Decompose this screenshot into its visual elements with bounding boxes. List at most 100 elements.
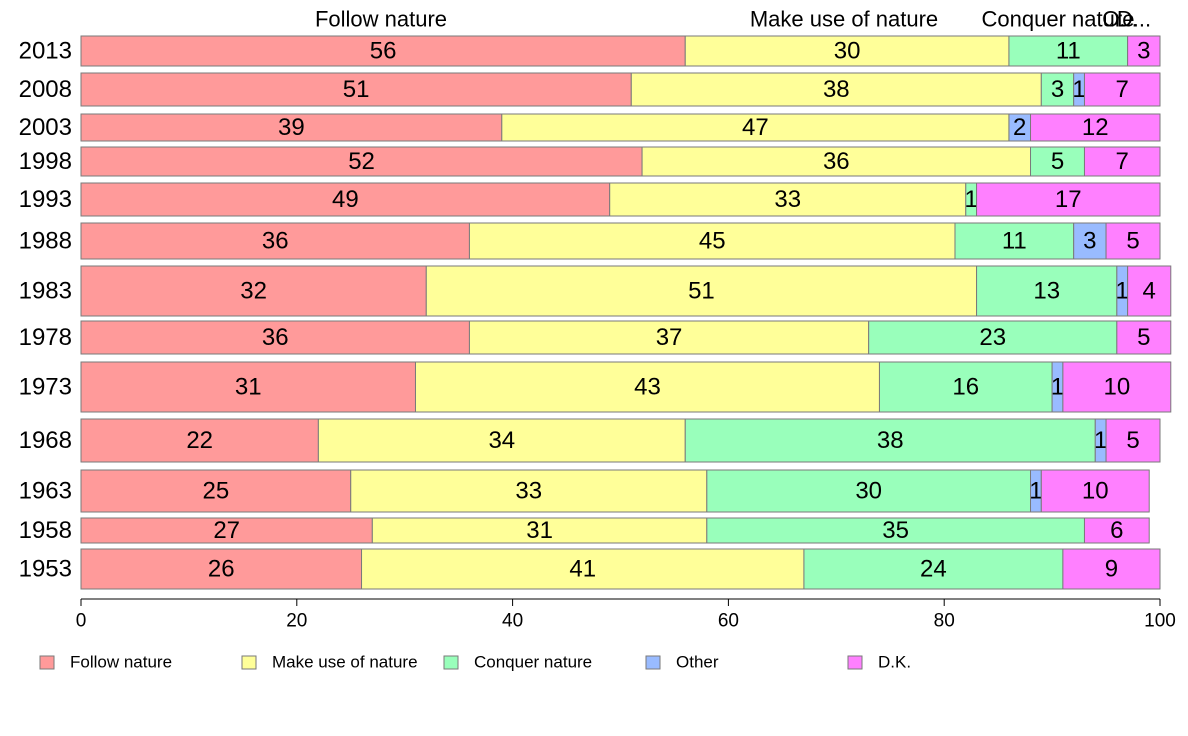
bar-segment-1953-conquer-nature bbox=[803, 548, 1064, 590]
year-label-1953: 1953 bbox=[19, 556, 72, 583]
bar-segment-1998-conquer-nature bbox=[1030, 146, 1085, 177]
bar-segment-1963-d-k bbox=[1040, 469, 1150, 513]
legend-swatch-d-k bbox=[847, 655, 863, 670]
legend-label-follow-nature: Follow nature bbox=[70, 653, 172, 672]
year-label-1968: 1968 bbox=[19, 427, 72, 454]
value-label-1998-follow-nature: 52 bbox=[348, 148, 375, 175]
value-label-1973-conquer-nature: 16 bbox=[952, 374, 979, 401]
top-label-1: Follow nature bbox=[315, 7, 447, 32]
value-label-1988-make-use-of-nature: 45 bbox=[699, 228, 726, 255]
legend-swatch-conquer-nature bbox=[443, 655, 459, 670]
bar-segment-1958-conquer-nature bbox=[706, 517, 1085, 544]
bar-segment-1953-make-use-of-nature bbox=[361, 548, 805, 590]
legend-swatch-follow-nature bbox=[39, 655, 55, 670]
value-label-1988-follow-nature: 36 bbox=[262, 228, 289, 255]
value-label-1998-conquer-nature: 5 bbox=[1051, 148, 1064, 175]
value-label-1953-follow-nature: 26 bbox=[208, 556, 235, 583]
value-label-2008-follow-nature: 51 bbox=[343, 76, 370, 103]
bar-segment-2013-d-k bbox=[1127, 35, 1161, 67]
bar-segment-1978-follow-nature bbox=[80, 320, 470, 355]
year-label-1958: 1958 bbox=[19, 517, 72, 544]
value-label-2003-other: 2 bbox=[1013, 114, 1026, 141]
value-label-1973-other: 1 bbox=[1051, 374, 1064, 401]
value-label-1983-make-use-of-nature: 51 bbox=[688, 278, 715, 305]
value-label-1973-follow-nature: 31 bbox=[235, 374, 262, 401]
bar-segment-1973-follow-nature bbox=[80, 361, 416, 413]
value-label-1953-conquer-nature: 24 bbox=[920, 556, 947, 583]
bar-segment-2008-make-use-of-nature bbox=[630, 72, 1042, 107]
value-label-1953-make-use-of-nature: 41 bbox=[569, 556, 596, 583]
value-label-1963-make-use-of-nature: 33 bbox=[515, 478, 542, 505]
bar-segment-1953-d-k bbox=[1062, 548, 1161, 590]
value-label-1963-other: 1 bbox=[1029, 478, 1042, 505]
top-label-5: D... bbox=[1117, 7, 1151, 32]
value-label-2008-make-use-of-nature: 38 bbox=[823, 76, 850, 103]
value-label-2013-d-k: 3 bbox=[1137, 38, 1150, 65]
value-label-1988-conquer-nature: 11 bbox=[1002, 228, 1027, 255]
bar-segment-1968-make-use-of-nature bbox=[317, 418, 686, 463]
bar-segment-2003-d-k bbox=[1030, 113, 1161, 142]
value-label-1963-d-k: 10 bbox=[1082, 478, 1109, 505]
year-label-1998: 1998 bbox=[19, 148, 72, 175]
legend-swatch-make-use-of-nature bbox=[241, 655, 257, 670]
value-label-1993-make-use-of-nature: 33 bbox=[774, 186, 801, 213]
bar-segment-1988-other bbox=[1073, 222, 1107, 260]
bar-segment-1963-conquer-nature bbox=[706, 469, 1032, 513]
value-label-1963-conquer-nature: 30 bbox=[855, 478, 882, 505]
value-label-1993-follow-nature: 49 bbox=[332, 186, 359, 213]
x-tick-label-60: 60 bbox=[718, 611, 739, 632]
x-tick-label-40: 40 bbox=[502, 611, 523, 632]
value-label-1973-d-k: 10 bbox=[1103, 374, 1130, 401]
value-label-1983-d-k: 4 bbox=[1143, 278, 1156, 305]
top-label-2: Make use of nature bbox=[750, 7, 938, 32]
value-label-1978-conquer-nature: 23 bbox=[979, 324, 1006, 351]
bar-segment-1993-follow-nature bbox=[80, 182, 611, 217]
bar-segment-1988-d-k bbox=[1105, 222, 1161, 260]
value-label-2003-make-use-of-nature: 47 bbox=[742, 114, 769, 141]
bar-segment-1983-make-use-of-nature bbox=[425, 265, 978, 317]
year-label-1983: 1983 bbox=[19, 278, 72, 305]
year-label-1988: 1988 bbox=[19, 228, 72, 255]
value-label-1968-d-k: 5 bbox=[1126, 427, 1139, 454]
bar-segment-1973-conquer-nature bbox=[878, 361, 1053, 413]
value-label-1978-follow-nature: 36 bbox=[262, 324, 289, 351]
x-tick-label-80: 80 bbox=[934, 611, 955, 632]
bar-segment-1988-follow-nature bbox=[80, 222, 470, 260]
value-label-1988-d-k: 5 bbox=[1126, 228, 1139, 255]
value-label-2003-follow-nature: 39 bbox=[278, 114, 305, 141]
value-label-1958-d-k: 6 bbox=[1110, 517, 1123, 544]
bar-segment-1978-d-k bbox=[1116, 320, 1172, 355]
bar-segment-1998-make-use-of-nature bbox=[641, 146, 1032, 177]
year-label-1993: 1993 bbox=[19, 186, 72, 213]
value-label-1978-d-k: 5 bbox=[1137, 324, 1150, 351]
year-label-2003: 2003 bbox=[19, 114, 72, 141]
value-label-2003-d-k: 12 bbox=[1082, 114, 1109, 141]
value-label-1993-conquer-nature: 1 bbox=[964, 186, 977, 213]
value-label-2013-make-use-of-nature: 30 bbox=[834, 38, 861, 65]
value-label-1978-make-use-of-nature: 37 bbox=[656, 324, 683, 351]
value-label-2013-conquer-nature: 11 bbox=[1056, 38, 1081, 65]
bar-segment-1958-d-k bbox=[1083, 517, 1150, 544]
value-label-1958-follow-nature: 27 bbox=[213, 517, 240, 544]
value-label-1968-conquer-nature: 38 bbox=[877, 427, 904, 454]
bar-segment-1988-make-use-of-nature bbox=[468, 222, 956, 260]
bar-segment-1983-d-k bbox=[1127, 265, 1172, 317]
bar-segment-1973-d-k bbox=[1062, 361, 1172, 413]
bar-segment-1988-conquer-nature bbox=[954, 222, 1075, 260]
legend-label-other: Other bbox=[676, 653, 719, 672]
year-label-1978: 1978 bbox=[19, 324, 72, 351]
x-tick-label-20: 20 bbox=[286, 611, 307, 632]
value-label-1968-make-use-of-nature: 34 bbox=[488, 427, 515, 454]
year-label-2013: 2013 bbox=[19, 38, 72, 65]
legend-label-d-k: D.K. bbox=[878, 653, 911, 672]
value-label-1958-conquer-nature: 35 bbox=[882, 517, 909, 544]
legend-label-conquer-nature: Conquer nature bbox=[474, 653, 592, 672]
value-label-2008-conquer-nature: 3 bbox=[1051, 76, 1064, 103]
bar-segment-2008-follow-nature bbox=[80, 72, 632, 107]
top-category-labels: Follow nature Make use of nature Conquer n… bbox=[315, 7, 1151, 32]
x-tick-label-100: 100 bbox=[1144, 611, 1176, 632]
value-label-1953-d-k: 9 bbox=[1105, 556, 1118, 583]
value-label-2008-other: 1 bbox=[1072, 76, 1085, 103]
